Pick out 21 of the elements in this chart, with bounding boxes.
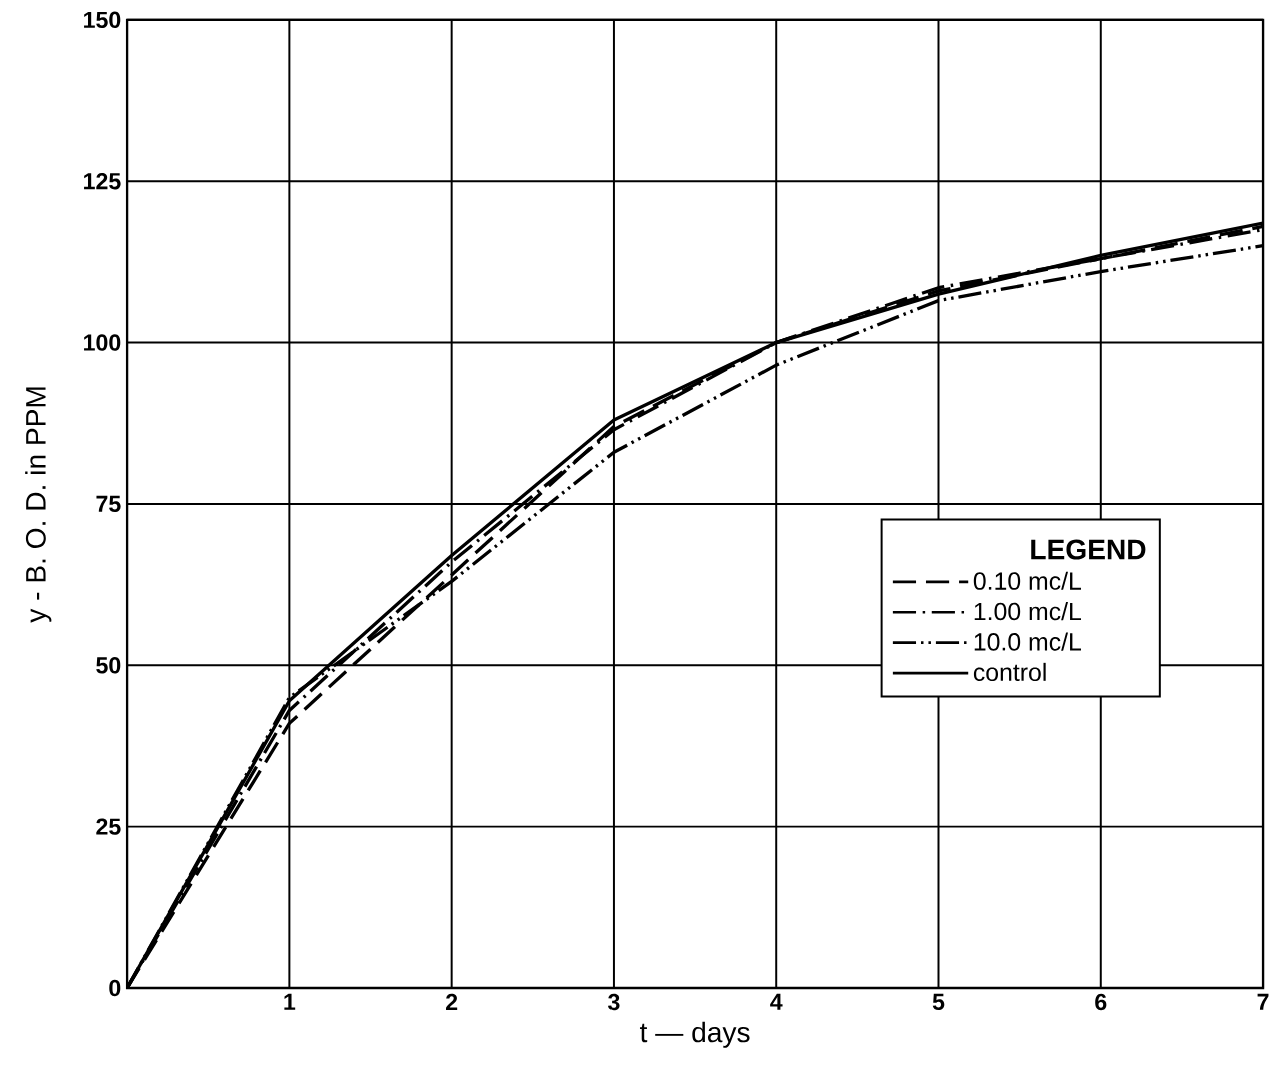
x-tick-label: 4 (770, 993, 783, 1010)
y-tick-label: 125 (84, 172, 121, 190)
y-tick-label: 50 (96, 656, 121, 674)
x-tick-label: 5 (932, 993, 945, 1010)
legend-title: LEGEND (1031, 539, 1146, 560)
x-tick-label: 7 (1257, 993, 1269, 1010)
y-tick-label: 25 (96, 818, 121, 835)
x-tick-label: 3 (608, 993, 620, 1011)
legend-label: 10.0 mc/L (974, 632, 1081, 651)
x-axis-title: t — days (639, 1021, 750, 1048)
x-tick-label: 2 (446, 993, 458, 1010)
legend-label: 0.10 mc/L (973, 571, 1081, 590)
y-tick-label: 75 (96, 495, 121, 512)
y-tick-label: 150 (84, 11, 121, 28)
y-tick-label: 100 (84, 334, 121, 351)
legend-label: control (973, 662, 1046, 681)
legend-label: 1.00 mc/L (974, 601, 1081, 621)
x-tick-label: 6 (1095, 993, 1107, 1011)
x-tick-label: 1 (284, 993, 296, 1010)
y-tick-label: 0 (109, 979, 121, 997)
y-axis-title: y - B. O. D. in PPM (25, 387, 52, 623)
